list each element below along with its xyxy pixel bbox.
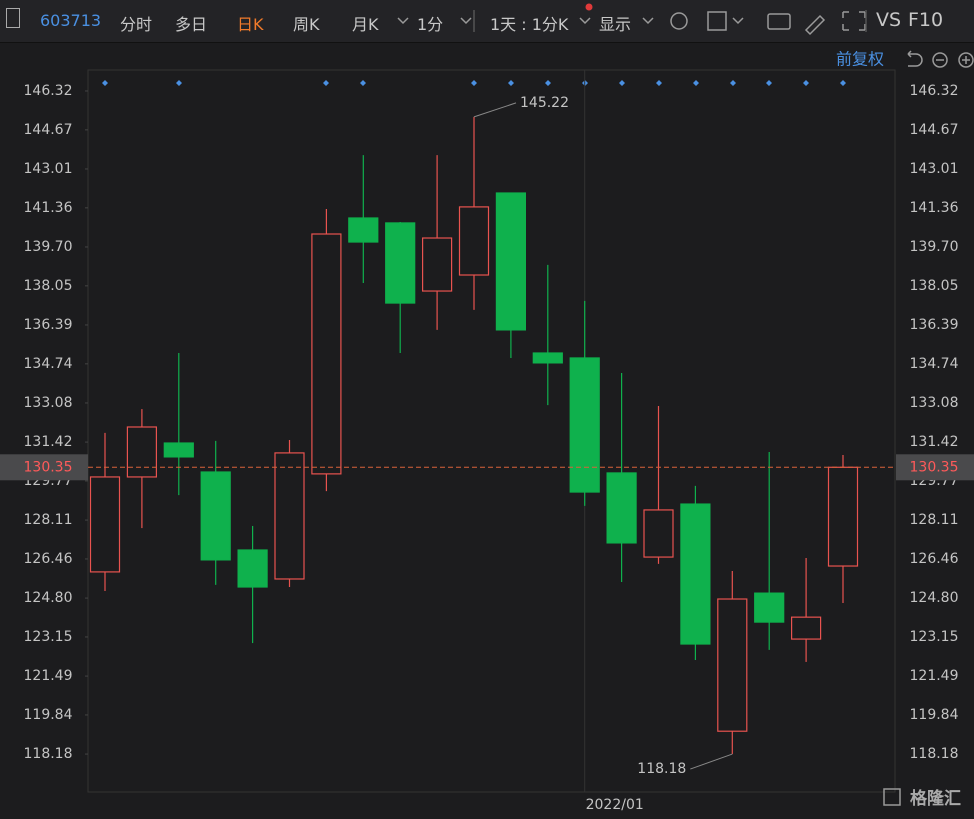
candle-body bbox=[680, 503, 711, 645]
y-tick-label: 144.67 bbox=[24, 122, 73, 138]
y-tick-label: 131.42 bbox=[24, 434, 73, 450]
toolbar: 603713 分时 多日 日K 周K 月K 1分 1天 : 1分K 显示 VS … bbox=[0, 0, 974, 43]
y2-tick-label: 138.05 bbox=[910, 278, 959, 294]
vs-button[interactable]: VS bbox=[876, 9, 902, 31]
y2-tick-label: 119.84 bbox=[910, 707, 959, 723]
y-tick-label: 139.70 bbox=[24, 239, 73, 255]
notice-dot bbox=[585, 3, 593, 11]
event-marker[interactable] bbox=[102, 80, 846, 86]
low-annotation: 118.18 bbox=[637, 761, 686, 777]
undo-icon[interactable] bbox=[907, 50, 923, 67]
candle-body bbox=[569, 357, 600, 493]
y-tick-label: 134.74 bbox=[24, 356, 73, 372]
y-tick-label: 123.15 bbox=[24, 629, 73, 645]
y-tick-label: 146.32 bbox=[24, 83, 73, 99]
candle-body bbox=[89, 476, 121, 573]
tab[interactable]: 分时 bbox=[120, 15, 153, 34]
tab[interactable]: 多日 bbox=[175, 15, 208, 34]
y-tick-label: 126.46 bbox=[24, 551, 73, 567]
candle-body bbox=[200, 471, 231, 561]
tab[interactable]: 月K bbox=[352, 15, 379, 34]
last-price-label: 130.35 bbox=[910, 459, 959, 475]
settings-icon[interactable] bbox=[670, 12, 688, 30]
y2-tick-label: 126.46 bbox=[910, 551, 959, 567]
y2-tick-label: 128.11 bbox=[910, 512, 959, 528]
y-tick-label: 119.84 bbox=[24, 707, 73, 723]
last-price-label: 130.35 bbox=[24, 459, 73, 475]
last-price-box bbox=[896, 454, 974, 481]
watermark: 格隆汇 bbox=[910, 788, 961, 809]
f10-button[interactable]: F10 bbox=[908, 9, 944, 31]
tab-active[interactable]: 日K bbox=[237, 15, 264, 34]
y-tick-label: 141.36 bbox=[24, 200, 73, 216]
y-tick-label: 124.80 bbox=[24, 590, 73, 606]
y-tick-label: 121.49 bbox=[24, 668, 73, 684]
tab[interactable]: 周K bbox=[293, 15, 320, 34]
y2-tick-label: 146.32 bbox=[910, 83, 959, 99]
last-price-box bbox=[0, 454, 88, 481]
y2-tick-label: 139.70 bbox=[910, 239, 959, 255]
sidebar-toggle[interactable] bbox=[6, 8, 20, 28]
candle-body bbox=[274, 452, 305, 580]
y2-tick-label: 136.39 bbox=[910, 317, 959, 333]
display-menu[interactable]: 显示 bbox=[599, 15, 632, 34]
y2-tick-label: 131.42 bbox=[910, 434, 959, 450]
fullscreen-icon[interactable] bbox=[842, 11, 866, 31]
candle-body bbox=[827, 466, 859, 567]
y-tick-label: 138.05 bbox=[24, 278, 73, 294]
y2-tick-label: 143.01 bbox=[910, 161, 959, 177]
candle-body bbox=[385, 222, 416, 304]
dropdown-arrow bbox=[397, 17, 744, 25]
camera-icon[interactable] bbox=[767, 13, 791, 30]
y-tick-label: 136.39 bbox=[24, 317, 73, 333]
candle-body bbox=[532, 352, 563, 364]
adjust-toggle[interactable]: 前复权 bbox=[836, 50, 884, 69]
y-tick-label: 133.08 bbox=[24, 395, 73, 411]
period-select[interactable]: 1天 : 1分K bbox=[490, 15, 569, 34]
candle-body bbox=[790, 616, 822, 640]
candle-body bbox=[126, 426, 158, 478]
high-annotation: 145.22 bbox=[520, 95, 569, 111]
x-tick-label: 2022/01 bbox=[586, 797, 644, 813]
candle-body bbox=[422, 237, 453, 292]
candle-body bbox=[311, 233, 342, 475]
candle-body bbox=[495, 192, 526, 331]
candle-body bbox=[643, 509, 674, 558]
candle-body bbox=[237, 549, 268, 588]
checkbox-icon[interactable] bbox=[707, 11, 727, 31]
watermark-logo bbox=[883, 788, 901, 806]
stock-code[interactable]: 603713 bbox=[40, 11, 102, 30]
tab[interactable]: 1分 bbox=[417, 15, 444, 34]
zoom-out-icon[interactable] bbox=[932, 52, 948, 68]
candle-body bbox=[717, 598, 748, 732]
candle-body bbox=[754, 592, 785, 623]
high-leader bbox=[473, 102, 517, 118]
event-markers bbox=[102, 80, 846, 86]
y2-tick-label: 134.74 bbox=[910, 356, 959, 372]
candle-body bbox=[163, 442, 194, 458]
candle-body bbox=[348, 217, 379, 243]
low-leader bbox=[690, 753, 733, 770]
y2-tick-label: 133.08 bbox=[910, 395, 959, 411]
y2-tick-label: 118.18 bbox=[910, 746, 959, 762]
y-tick-label: 118.18 bbox=[24, 746, 73, 762]
y2-tick-label: 124.80 bbox=[910, 590, 959, 606]
candle-body bbox=[458, 206, 490, 276]
candle-body bbox=[606, 472, 637, 544]
y-tick-label: 143.01 bbox=[24, 161, 73, 177]
zoom-in-icon[interactable] bbox=[958, 52, 974, 68]
y-tick-label: 128.11 bbox=[24, 512, 73, 528]
y2-tick-label: 121.49 bbox=[910, 668, 959, 684]
toolbar-icons bbox=[397, 10, 974, 68]
plot-frame bbox=[87, 69, 896, 793]
y2-tick-label: 123.15 bbox=[910, 629, 959, 645]
draw-icon[interactable] bbox=[804, 14, 826, 36]
y2-tick-label: 141.36 bbox=[910, 200, 959, 216]
y2-tick-label: 144.67 bbox=[910, 122, 959, 138]
